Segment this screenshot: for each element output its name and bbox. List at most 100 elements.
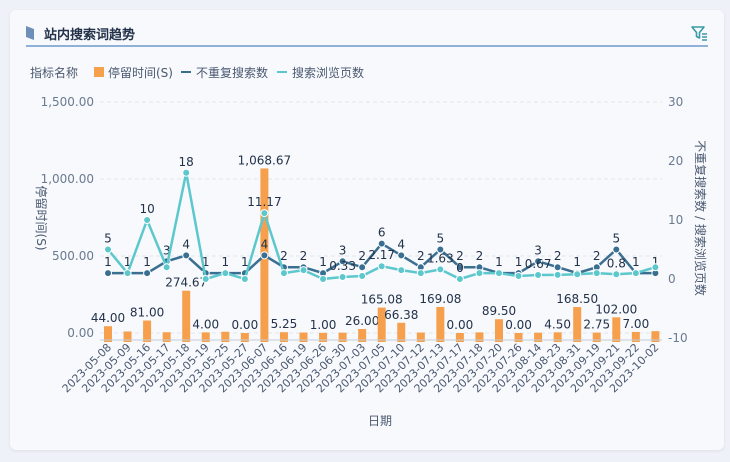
bar: [279, 332, 288, 342]
line-data-label: 1: [221, 255, 229, 269]
bar-data-label: 102.00: [595, 302, 637, 316]
series-point: [475, 269, 484, 278]
y-right-tick-label: 0: [668, 272, 676, 286]
bar: [455, 333, 464, 342]
bar-data-label: 7.00: [622, 317, 649, 331]
series-point: [455, 263, 464, 272]
y-left-tick-label: 0.00: [67, 326, 94, 340]
bar-data-label: 169.08: [419, 292, 461, 306]
bar: [514, 333, 523, 342]
bar: [573, 307, 582, 342]
series-point: [143, 216, 152, 224]
line-data-label: 2: [456, 249, 464, 263]
series-point: [123, 269, 132, 278]
svg-text:搜索浏览页数: 搜索浏览页数: [292, 65, 364, 80]
y-left-tick-label: 1,000.00: [41, 172, 94, 186]
y-right-tick-label: 10: [668, 213, 683, 227]
series-point: [514, 272, 523, 281]
legend-item-series2[interactable]: 搜索浏览页数: [277, 65, 364, 80]
series-point: [260, 209, 269, 218]
line-data-label: 0.33: [329, 259, 356, 273]
bar: [201, 332, 210, 342]
bar-data-label: 89.50: [482, 304, 516, 318]
line-data-label: 5: [437, 232, 445, 246]
line-data-label: 1: [632, 255, 640, 269]
series-point: [338, 273, 347, 282]
line-data-label: 2.17: [368, 248, 395, 262]
line-data-label: 1.63: [427, 251, 454, 265]
series-point: [377, 262, 386, 271]
bar: [612, 317, 621, 342]
series-point: [162, 263, 171, 272]
legend-item-series1[interactable]: 不重复搜索数: [181, 65, 268, 80]
line-data-label: 5: [612, 232, 620, 246]
line-data-label: 0.8: [607, 256, 626, 270]
bar: [338, 332, 347, 342]
line-data-label: 2: [417, 249, 425, 263]
bar: [475, 332, 484, 342]
series-point: [651, 263, 660, 272]
series-point: [573, 270, 582, 279]
bar-data-label: 2.75: [583, 318, 610, 332]
svg-text:停留时间(S): 停留时间(S): [108, 65, 173, 80]
bar: [221, 331, 230, 342]
bar: [592, 332, 601, 342]
series-point: [612, 245, 621, 254]
line-data-label: 1: [202, 255, 210, 269]
line-data-label: 0: [456, 261, 464, 275]
line-data-label: 1: [124, 255, 132, 269]
line-data-label: 1: [652, 255, 660, 269]
y-right-tick-label: -10: [668, 331, 688, 345]
series-point: [143, 269, 152, 278]
series-point: [338, 257, 347, 266]
bar-data-label: 5.25: [271, 317, 298, 331]
bar: [397, 322, 406, 342]
line-data-label: 5: [104, 232, 112, 246]
bar: [651, 331, 660, 342]
bar: [416, 332, 425, 342]
bar-data-label: 66.38: [384, 308, 418, 322]
line-data-label: 1: [495, 255, 503, 269]
line-data-label: 11.17: [247, 195, 281, 209]
series-point: [104, 245, 112, 254]
series-point: [592, 269, 601, 278]
line-data-label: 6: [378, 226, 386, 240]
line-data-label: 1: [573, 255, 581, 269]
y-axis-right-label: 不重复搜索数 / 搜索浏览页数: [693, 140, 708, 296]
series-point: [436, 265, 445, 274]
chart-card: 站内搜索词趋势: [10, 10, 724, 450]
series-point: [358, 272, 367, 281]
line-data-label: 2: [476, 249, 484, 263]
bar-data-label: 1.00: [310, 318, 337, 332]
line-data-label: 1: [515, 255, 523, 269]
series-point: [221, 269, 230, 278]
series-point: [455, 275, 464, 283]
bar: [534, 332, 543, 342]
series-point: [260, 251, 269, 260]
legend: 指标名称 停留时间(S) 不重复搜索数 搜索浏览页数: [30, 65, 364, 80]
line-data-label: 2: [593, 249, 601, 263]
bar: [162, 332, 171, 342]
series-point: [104, 269, 112, 278]
series-point: [553, 270, 562, 279]
bar-data-label: 0.00: [505, 318, 532, 332]
legend-title: 指标名称: [30, 65, 78, 80]
series-point: [534, 257, 543, 266]
y-left-tick-label: 500.00: [52, 249, 94, 263]
line-data-label: 3: [534, 243, 542, 257]
series-point: [201, 275, 210, 283]
bar-data-label: 1,068.67: [238, 153, 291, 167]
x-axis: 2023-05-082023-05-092023-05-162023-05-17…: [60, 339, 662, 395]
legend-item-bar[interactable]: 停留时间(S): [94, 65, 173, 80]
bar: [104, 326, 112, 342]
bar-data-label: 168.50: [556, 292, 598, 306]
series-point: [495, 269, 503, 278]
filter-settings-icon[interactable]: [690, 24, 708, 42]
bar-data-label: 0.00: [231, 318, 258, 332]
bar: [123, 331, 132, 342]
line-data-label: 4: [261, 237, 269, 251]
bar: [319, 332, 328, 342]
bookmark-icon: [26, 26, 34, 40]
line-data-label: 2: [358, 249, 366, 263]
y-left-tick-label: 1,500.00: [41, 95, 94, 109]
